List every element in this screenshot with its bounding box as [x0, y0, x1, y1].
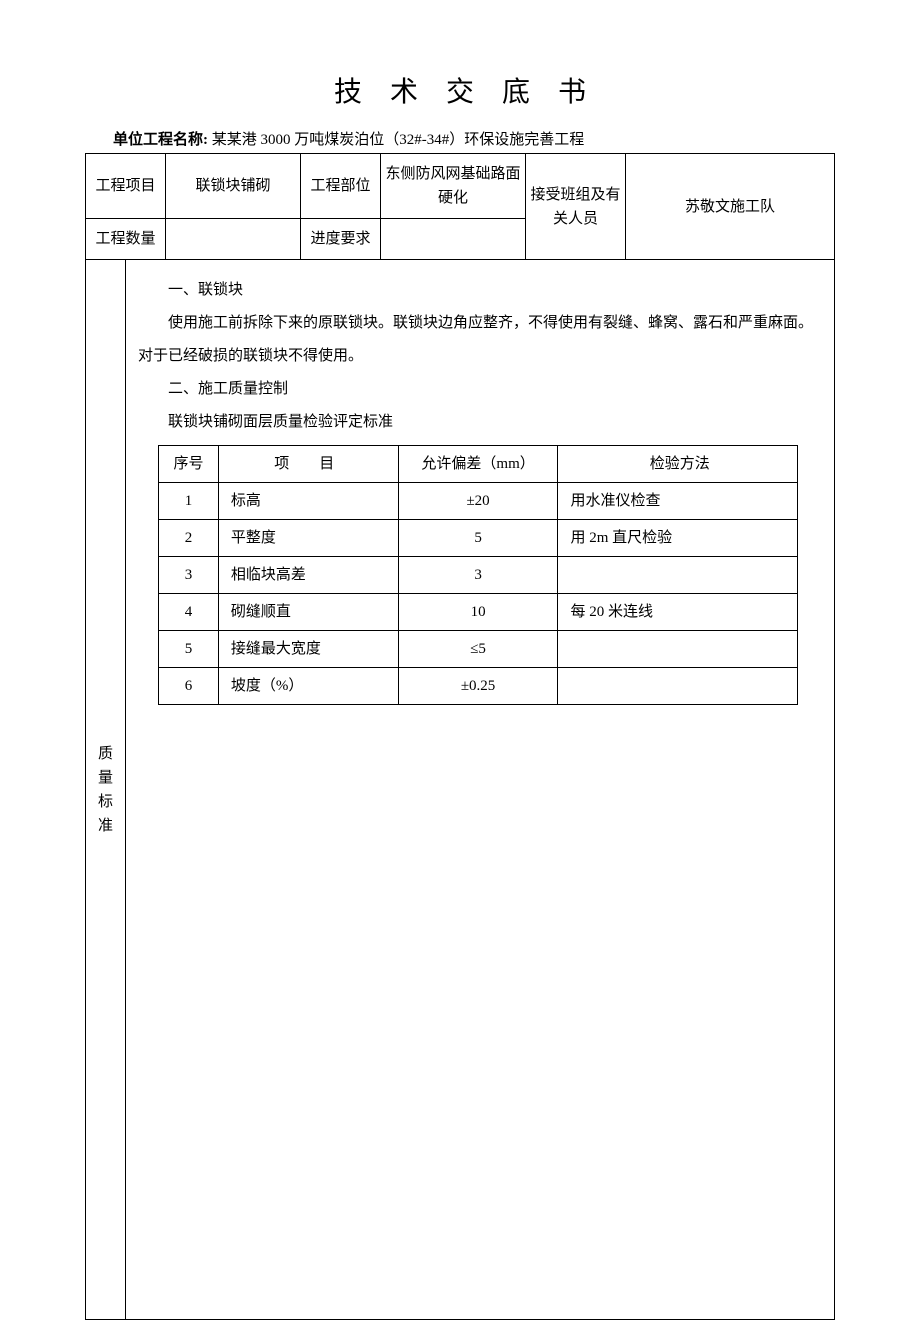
- cell-method: 每 20 米连线: [558, 594, 798, 631]
- value-quantity: [166, 219, 301, 260]
- section2-intro: 联锁块铺砌面层质量检验评定标准: [138, 406, 816, 439]
- col-header-seq: 序号: [159, 446, 219, 483]
- content-row: 质量标准 一、联锁块 使用施工前拆除下来的原联锁块。联锁块边角应整齐，不得使用有…: [86, 260, 835, 1320]
- cell-method: [558, 557, 798, 594]
- section1-title: 一、联锁块: [138, 274, 816, 307]
- subtitle-value: 某某港 3000 万吨煤炭泊位（32#-34#）环保设施完善工程: [208, 132, 584, 148]
- cell-seq: 2: [159, 520, 219, 557]
- cell-item: 标高: [218, 483, 398, 520]
- cell-tol: ±0.25: [398, 668, 558, 705]
- cell-item: 平整度: [218, 520, 398, 557]
- cell-seq: 4: [159, 594, 219, 631]
- cell-tol: 5: [398, 520, 558, 557]
- label-project-part: 工程部位: [301, 154, 381, 219]
- table-row: 2 平整度 5 用 2m 直尺检验: [159, 520, 798, 557]
- cell-tol: ±20: [398, 483, 558, 520]
- value-schedule: [381, 219, 526, 260]
- label-project-item: 工程项目: [86, 154, 166, 219]
- table-row: 1 标高 ±20 用水准仪检查: [159, 483, 798, 520]
- cell-method: 用水准仪检查: [558, 483, 798, 520]
- table-row: 4 砌缝顺直 10 每 20 米连线: [159, 594, 798, 631]
- label-team: 接受班组及有关人员: [526, 154, 626, 260]
- section1-body: 使用施工前拆除下来的原联锁块。联锁块边角应整齐，不得使用有裂缝、蜂窝、露石和严重…: [138, 307, 816, 373]
- cell-seq: 3: [159, 557, 219, 594]
- outer-table: 工程项目 联锁块铺砌 工程部位 东侧防风网基础路面硬化 接受班组及有关人员 苏敬…: [85, 153, 835, 1320]
- col-header-tolerance: 允许偏差（mm）: [398, 446, 558, 483]
- cell-item: 接缝最大宽度: [218, 631, 398, 668]
- table-row: 5 接缝最大宽度 ≤5: [159, 631, 798, 668]
- table-row: 3 相临块高差 3: [159, 557, 798, 594]
- table-row: 6 坡度（%） ±0.25: [159, 668, 798, 705]
- cell-tol: 3: [398, 557, 558, 594]
- cell-item: 相临块高差: [218, 557, 398, 594]
- cell-item: 坡度（%）: [218, 668, 398, 705]
- content-cell: 一、联锁块 使用施工前拆除下来的原联锁块。联锁块边角应整齐，不得使用有裂缝、蜂窝…: [126, 260, 835, 1320]
- label-quantity: 工程数量: [86, 219, 166, 260]
- col-header-method: 检验方法: [558, 446, 798, 483]
- vertical-label-text: 质量标准: [90, 742, 121, 838]
- page-title: 技术交底书: [85, 70, 835, 110]
- subtitle-row: 单位工程名称: 某某港 3000 万吨煤炭泊位（32#-34#）环保设施完善工程: [85, 128, 835, 149]
- cell-seq: 6: [159, 668, 219, 705]
- col-header-item: 项目: [218, 446, 398, 483]
- section2-title: 二、施工质量控制: [138, 373, 816, 406]
- inner-table: 序号 项目 允许偏差（mm） 检验方法 1 标高 ±20 用水准仪检查 2: [158, 445, 798, 705]
- subtitle-label: 单位工程名称:: [113, 132, 208, 148]
- value-project-item: 联锁块铺砌: [166, 154, 301, 219]
- value-project-part: 东侧防风网基础路面硬化: [381, 154, 526, 219]
- label-schedule: 进度要求: [301, 219, 381, 260]
- cell-tol: ≤5: [398, 631, 558, 668]
- cell-tol: 10: [398, 594, 558, 631]
- cell-method: [558, 631, 798, 668]
- cell-item: 砌缝顺直: [218, 594, 398, 631]
- value-team: 苏敬文施工队: [626, 154, 835, 260]
- cell-method: 用 2m 直尺检验: [558, 520, 798, 557]
- cell-seq: 5: [159, 631, 219, 668]
- cell-method: [558, 668, 798, 705]
- vertical-label: 质量标准: [86, 260, 126, 1320]
- cell-seq: 1: [159, 483, 219, 520]
- header-row-1: 工程项目 联锁块铺砌 工程部位 东侧防风网基础路面硬化 接受班组及有关人员 苏敬…: [86, 154, 835, 219]
- inner-table-header: 序号 项目 允许偏差（mm） 检验方法: [159, 446, 798, 483]
